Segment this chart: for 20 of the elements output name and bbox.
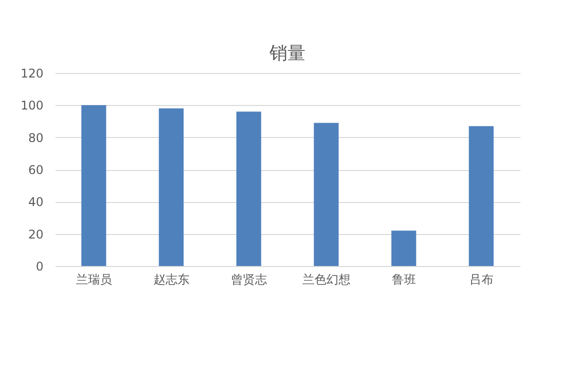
x-tick-label: 兰瑞员 (76, 272, 112, 286)
bar (314, 122, 339, 266)
y-tick-label: 80 (28, 130, 44, 145)
x-tick-label: 曾贤志 (230, 272, 267, 286)
y-tick-label: 40 (28, 195, 44, 210)
bar (468, 126, 494, 266)
x-tick-label: 赵志东 (153, 272, 190, 286)
bar (391, 230, 416, 266)
y-tick-label: 20 (28, 227, 44, 242)
bar (158, 108, 184, 266)
y-tick-label: 60 (28, 163, 44, 177)
x-tick-label: 吕布 (469, 272, 494, 286)
x-tick-label: 鲁班 (392, 272, 416, 286)
y-tick-label: 120 (20, 66, 44, 80)
y-tick-label: 100 (20, 98, 44, 113)
bar (81, 105, 106, 266)
y-tick-label: 0 (36, 260, 44, 274)
bar (236, 112, 262, 266)
x-tick-label: 兰色幻想 (302, 272, 350, 286)
chart-title: 销量 (268, 43, 306, 64)
